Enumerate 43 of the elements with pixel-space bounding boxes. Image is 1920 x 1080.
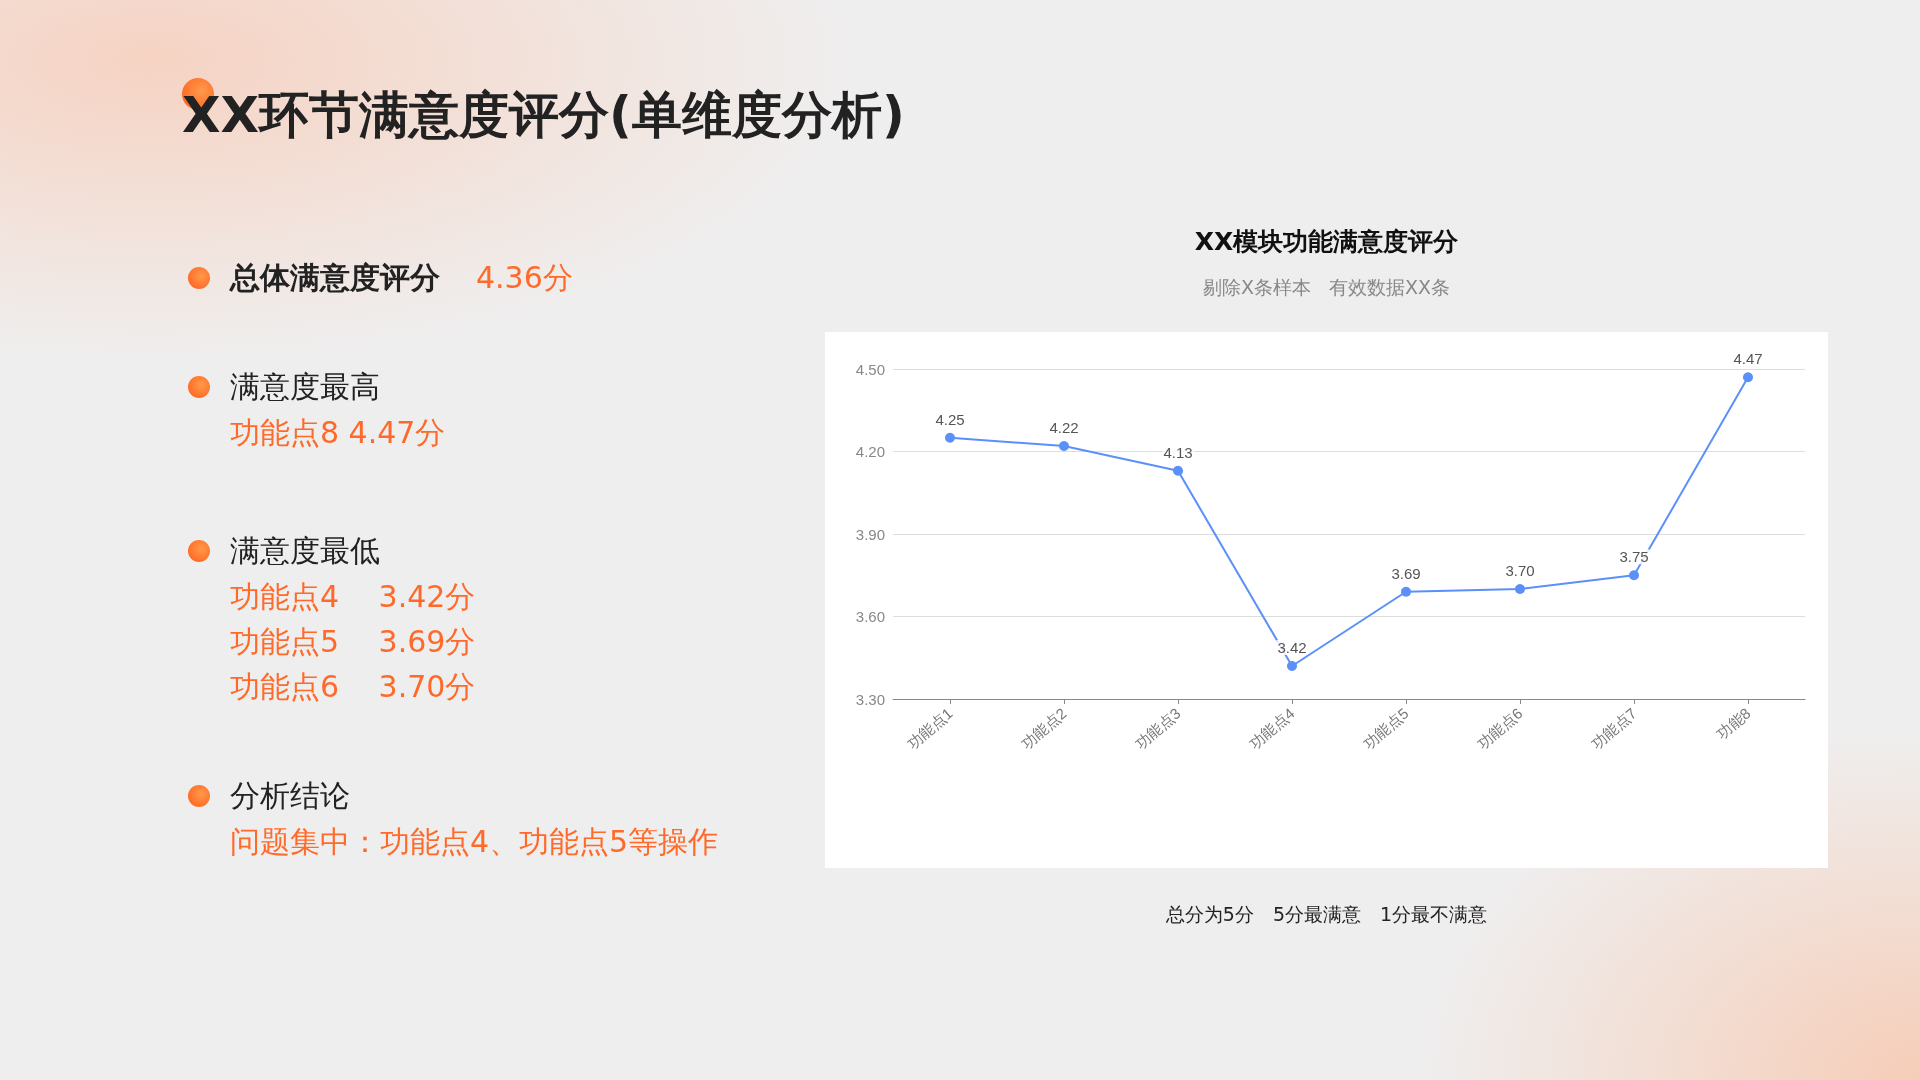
chart-subtitle: 剔除X条样本 有效数据XX条 <box>1201 275 1452 300</box>
point <box>1629 570 1639 581</box>
text: 功能点4 3.42分 <box>230 578 476 616</box>
data-label: 3.42 <box>1277 639 1307 656</box>
x-tick-label: 功能点6 <box>1473 704 1526 752</box>
data-label: 4.25 <box>935 410 965 428</box>
y-tick-label: 3.60 <box>855 608 885 625</box>
x-tick-label: 功能点1 <box>903 704 956 752</box>
point <box>1743 372 1753 383</box>
point <box>945 432 955 443</box>
x-tick-label: 功能点7 <box>1587 704 1640 752</box>
text: 满意度最高 <box>230 368 380 406</box>
text: XX环节满意度评分(单维度分析) <box>182 85 905 146</box>
text: 满意度最低 <box>230 532 380 570</box>
point <box>1287 661 1297 671</box>
x-tick-label: 功能点4 <box>1245 704 1298 752</box>
y-tick-label: 3.90 <box>855 525 885 543</box>
data-label: 3.69 <box>1391 564 1421 582</box>
chart-title: XX模块功能满意度评分 <box>1193 226 1460 258</box>
y-tick-label: 4.50 <box>855 360 885 378</box>
text: 问题集中：功能点4、功能点5等操作 <box>230 823 719 861</box>
data-label: 4.22 <box>1049 419 1079 436</box>
text: 总分为5分 5分最满意 1分最不满意 <box>1164 902 1489 927</box>
y-tick-label: 4.20 <box>855 443 885 460</box>
x-tick-label: 功能点3 <box>1131 704 1184 752</box>
x-tick-label: 功能点5 <box>1359 704 1412 752</box>
data-label: 4.47 <box>1733 350 1763 368</box>
x-tick-label: 功能8 <box>1713 704 1754 743</box>
text: 功能点6 3.70分 <box>230 668 476 706</box>
text: 功能点5 3.69分 <box>230 623 476 661</box>
text: 4.36分 <box>476 259 573 297</box>
text: 功能点8 4.47分 <box>230 414 446 452</box>
point <box>1401 586 1411 597</box>
y-tick-label: 3.30 <box>855 690 885 708</box>
point <box>1515 584 1525 594</box>
data-label: 3.75 <box>1619 548 1649 566</box>
text: 分析结论 <box>230 777 350 815</box>
data-label: 3.70 <box>1505 562 1535 579</box>
x-tick-label: 功能点2 <box>1017 704 1070 752</box>
data-label: 4.13 <box>1163 443 1193 461</box>
point <box>1059 441 1069 451</box>
text: 总体满意度评分 <box>230 259 440 297</box>
point <box>1173 465 1183 476</box>
